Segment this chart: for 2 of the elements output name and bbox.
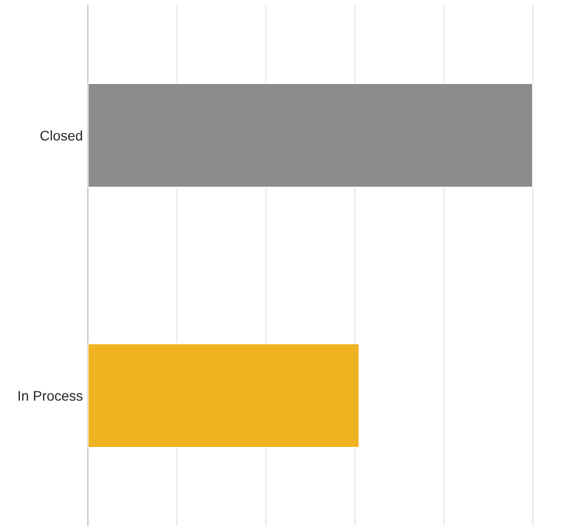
y-tick-label: In Process bbox=[18, 391, 82, 401]
y-tick-label: Closed bbox=[40, 130, 82, 141]
